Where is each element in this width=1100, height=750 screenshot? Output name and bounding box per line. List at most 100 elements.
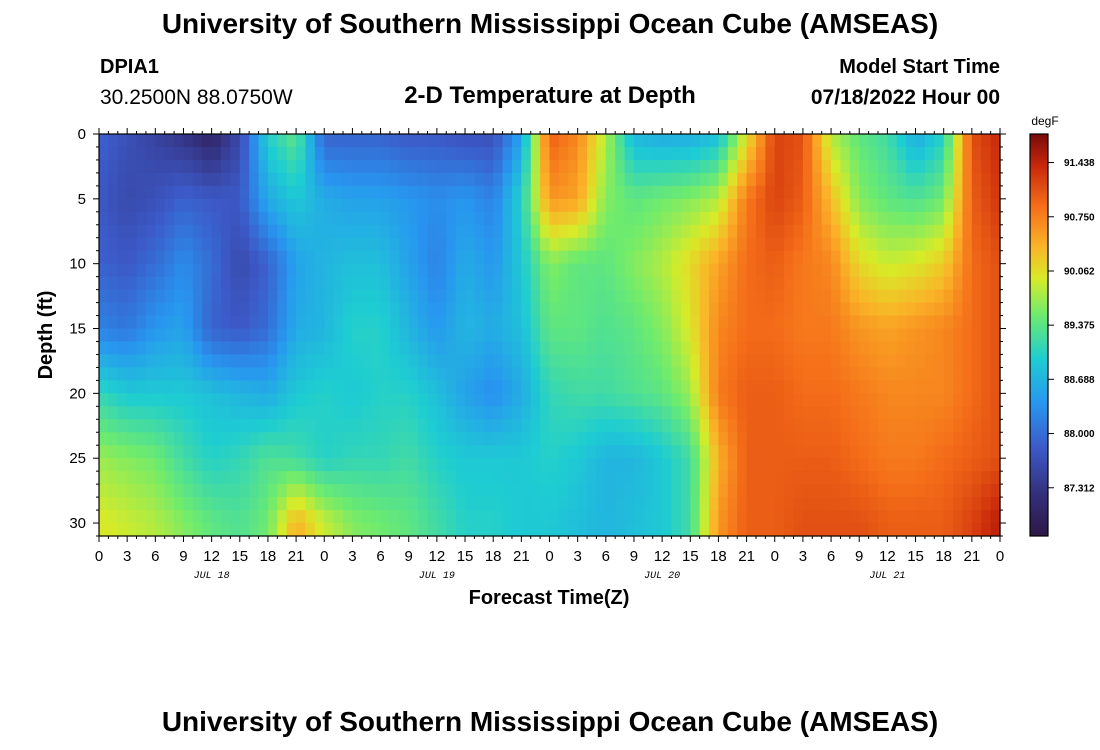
heatmap-cell [99,263,109,278]
heatmap-cell [680,445,691,459]
heatmap-cell [709,159,720,174]
heatmap-cell [812,315,823,330]
heatmap-cell [896,250,907,265]
heatmap-cell [943,510,954,524]
heatmap-cell [286,458,297,472]
heatmap-cell [352,250,363,265]
heatmap-cell [483,146,494,161]
heatmap-cell [418,276,429,291]
heatmap-cell [493,380,504,394]
heatmap-cell [155,263,166,278]
heatmap-cell [587,263,598,278]
heatmap-cell [324,315,335,330]
heatmap-cell [812,458,823,472]
heatmap-cell [737,367,748,381]
heatmap-cell [577,185,588,200]
heatmap-cell [962,341,973,356]
heatmap-cell [389,406,400,420]
heatmap-cell [690,302,701,317]
heatmap-cell [305,328,316,343]
heatmap-cell [418,198,429,213]
heatmap-cell [127,250,138,265]
heatmap-cell [746,393,757,407]
heatmap-cell [371,146,382,161]
heatmap-cell [371,432,382,446]
heatmap-cell [446,497,457,511]
heatmap-cell [314,458,325,472]
heatmap-cell [662,237,673,252]
heatmap-cell [446,211,457,226]
heatmap-cell [286,393,297,407]
heatmap-cell [493,367,504,381]
heatmap-cell [211,146,222,161]
heatmap-cell [718,302,729,317]
heatmap-cell [887,406,898,420]
heatmap-cell [812,445,823,459]
heatmap-cell [849,419,860,433]
heatmap-cell [906,159,917,174]
heatmap-cell [202,315,213,330]
heatmap-cell [436,237,447,252]
heatmap-cell [718,432,729,446]
heatmap-cell [821,445,832,459]
x-date-label: JUL 20 [644,571,680,582]
heatmap-cell [605,497,616,511]
heatmap-cell [643,250,654,265]
heatmap-cell [934,237,945,252]
heatmap-cell [718,354,729,369]
heatmap-cell [633,393,644,407]
heatmap-cell [465,458,476,472]
heatmap-cell [502,146,513,161]
heatmap-cell [765,419,776,433]
heatmap-cell [324,263,335,278]
heatmap-cell [155,380,166,394]
heatmap-cell [108,134,119,148]
heatmap-cell [249,341,260,356]
heatmap-cell [389,393,400,407]
heatmap-cell [465,510,476,524]
heatmap-cell [718,185,729,200]
heatmap-cell [962,367,973,381]
heatmap-cell [324,497,335,511]
heatmap-cell [521,185,532,200]
heatmap-cell [784,198,795,213]
heatmap-cell [333,341,344,356]
heatmap-cell [831,497,842,511]
heatmap-cell [643,510,654,524]
heatmap-cell [296,380,307,394]
heatmap-cell [333,289,344,304]
heatmap-cell [624,354,635,369]
heatmap-cell [239,185,250,200]
heatmap-cell [765,289,776,304]
heatmap-cell [258,237,269,252]
heatmap-cell [418,211,429,226]
heatmap-cell [164,497,175,511]
heatmap-cell [521,263,532,278]
heatmap-cell [784,146,795,161]
heatmap-cell [652,224,663,239]
heatmap-cell [258,211,269,226]
heatmap-cell [99,302,109,317]
heatmap-cell [436,471,447,485]
heatmap-cell [108,510,119,524]
heatmap-cell [343,237,354,252]
heatmap-cell [408,289,419,304]
heatmap-cell [746,172,757,187]
heatmap-cell [831,263,842,278]
heatmap-cell [802,315,813,330]
heatmap-cell [305,211,316,226]
heatmap-cell [680,328,691,343]
heatmap-cell [530,237,541,252]
heatmap-cell [399,497,410,511]
x-tick-label: 3 [348,548,356,565]
heatmap-cell [324,172,335,187]
heatmap-cell [465,484,476,498]
heatmap-cell [211,289,222,304]
heatmap-cell [277,302,288,317]
heatmap-cell [333,211,344,226]
heatmap-cell [427,276,438,291]
heatmap-cell [755,380,766,394]
heatmap-cell [493,406,504,420]
heatmap-cell [774,276,785,291]
heatmap-cell [633,367,644,381]
